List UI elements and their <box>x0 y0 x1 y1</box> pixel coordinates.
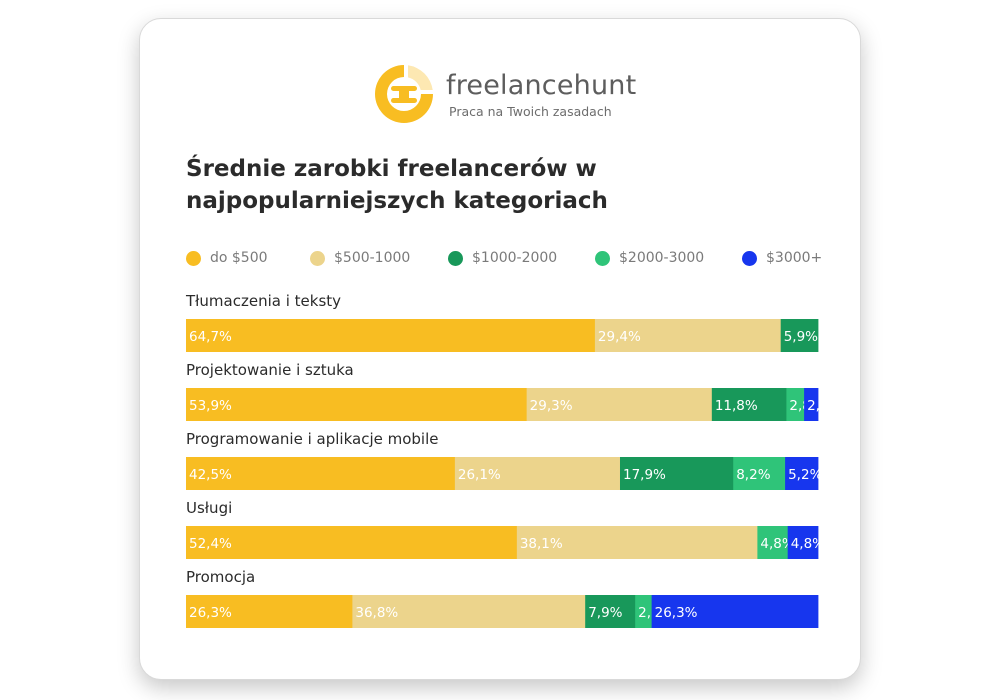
data-label-tlumaczenia-i-teksty-1000-2000: 5,9% <box>784 329 818 345</box>
brand-tagline: Praca na Twoich zasadach <box>449 104 612 119</box>
data-label-promocja-do-500: 26,3% <box>189 605 232 621</box>
freelancehunt-logo-icon <box>375 65 433 123</box>
bar-segment-uslugi-do-500 <box>186 526 518 559</box>
bar-segment-programowanie-i-aplikacje-mobile-1000-2000 <box>619 457 734 490</box>
legend-swatch-3000-plus <box>742 250 757 266</box>
legend-swatch-2000-3000 <box>595 250 610 266</box>
bar-segment-uslugi-3000 <box>787 526 819 559</box>
legend-label-do-500: do $500 <box>210 250 268 266</box>
data-label-programowanie-i-aplikacje-mobile-500-1000: 26,1% <box>458 467 501 483</box>
legend-item-1000-2000: $1000-2000 <box>448 247 557 269</box>
chart-title: Średnie zarobki freelancerów w najpopula… <box>186 156 608 214</box>
category-label-tlumaczenia-i-teksty: Tłumaczenia i teksty <box>185 292 341 310</box>
legend-swatch-1000-2000 <box>448 250 463 266</box>
data-label-programowanie-i-aplikacje-mobile-2000-3000: 8,2% <box>736 467 770 483</box>
legend-swatch-500-1000 <box>310 250 325 266</box>
data-label-uslugi-3000: 4,8% <box>791 536 825 552</box>
stacked-bar-chart: Tłumaczenia i teksty 64,7% 29,4% 5,9% Projek… <box>185 292 842 628</box>
bar-segment-promocja-2000-3000 <box>635 595 653 628</box>
brand-name: freelancehunt <box>446 70 637 101</box>
bar-segment-programowanie-i-aplikacje-mobile-do-500 <box>186 457 456 490</box>
data-label-programowanie-i-aplikacje-mobile-1000-2000: 17,9% <box>623 467 666 483</box>
bar-segment-uslugi-500-1000 <box>516 526 758 559</box>
category-label-promocja: Promocja <box>186 568 255 586</box>
legend-item-2000-3000: $2000-3000 <box>595 247 704 269</box>
bar-segment-projektowanie-i-sztuka-do-500 <box>186 388 528 421</box>
data-label-projektowanie-i-sztuka-1000-2000: 11,8% <box>715 398 758 414</box>
brand-logo: freelancehunt Praca na Twoich zasadach <box>372 61 636 127</box>
data-label-projektowanie-i-sztuka-3000: 2,2% <box>807 398 841 414</box>
bar-segment-promocja-500-1000 <box>352 595 586 628</box>
legend-item-500-1000: $500-1000 <box>310 247 410 269</box>
data-label-promocja-1000-2000: 7,9% <box>588 605 622 621</box>
bar-segment-projektowanie-i-sztuka-1000-2000 <box>711 388 787 421</box>
bar-segment-uslugi-2000-3000 <box>757 526 789 559</box>
data-label-uslugi-do-500: 52,4% <box>189 536 232 552</box>
bar-segment-programowanie-i-aplikacje-mobile-3000 <box>785 457 819 490</box>
data-label-uslugi-500-1000: 38,1% <box>520 536 563 552</box>
category-label-programowanie-i-aplikacje-mobile: Programowanie i aplikacje mobile <box>186 430 438 448</box>
bar-segment-programowanie-i-aplikacje-mobile-500-1000 <box>454 457 621 490</box>
data-label-tlumaczenia-i-teksty-do-500: 64,7% <box>189 329 232 345</box>
data-label-projektowanie-i-sztuka-do-500: 53,9% <box>189 398 232 414</box>
category-label-projektowanie-i-sztuka: Projektowanie i sztuka <box>186 361 354 379</box>
legend-item-3000-plus: $3000+ <box>742 247 822 269</box>
legend-label-3000-plus: $3000+ <box>766 250 823 266</box>
legend-swatch-do-500 <box>186 250 201 266</box>
data-label-promocja-3000: 26,3% <box>655 605 698 621</box>
bar-segment-projektowanie-i-sztuka-500-1000 <box>526 388 713 421</box>
data-label-uslugi-2000-3000: 4,8% <box>760 536 794 552</box>
bar-segment-tlumaczenia-i-teksty-do-500 <box>186 319 596 352</box>
data-label-projektowanie-i-sztuka-500-1000: 29,3% <box>530 398 573 414</box>
bar-segment-promocja-do-500 <box>186 595 353 628</box>
legend-item-do-500: do $500 <box>186 247 268 269</box>
data-label-programowanie-i-aplikacje-mobile-do-500: 42,5% <box>189 467 232 483</box>
data-label-promocja-500-1000: 36,8% <box>355 605 398 621</box>
bar-segment-programowanie-i-aplikacje-mobile-2000-3000 <box>733 457 786 490</box>
bar-segment-projektowanie-i-sztuka-3000 <box>804 388 819 421</box>
bar-segment-tlumaczenia-i-teksty-1000-2000 <box>780 319 819 352</box>
bar-segment-promocja-1000-2000 <box>585 595 636 628</box>
data-label-tlumaczenia-i-teksty-500-1000: 29,4% <box>598 329 641 345</box>
legend-label-1000-2000: $1000-2000 <box>472 250 558 266</box>
infographic-card: freelancehunt Praca na Twoich zasadach Ś… <box>139 18 861 680</box>
bar-segment-promocja-3000 <box>651 595 819 628</box>
bar-segment-projektowanie-i-sztuka-2000-3000 <box>786 388 805 421</box>
legend-label-2000-3000: $2000-3000 <box>619 250 705 266</box>
data-label-programowanie-i-aplikacje-mobile-3000: 5,2% <box>788 467 822 483</box>
bar-segment-tlumaczenia-i-teksty-500-1000 <box>594 319 782 352</box>
category-label-uslugi: Usługi <box>186 499 232 517</box>
legend-label-500-1000: $500-1000 <box>334 250 411 266</box>
chart-legend: do $500 $500-1000 $1000-2000 $2000-3000 … <box>186 247 826 269</box>
